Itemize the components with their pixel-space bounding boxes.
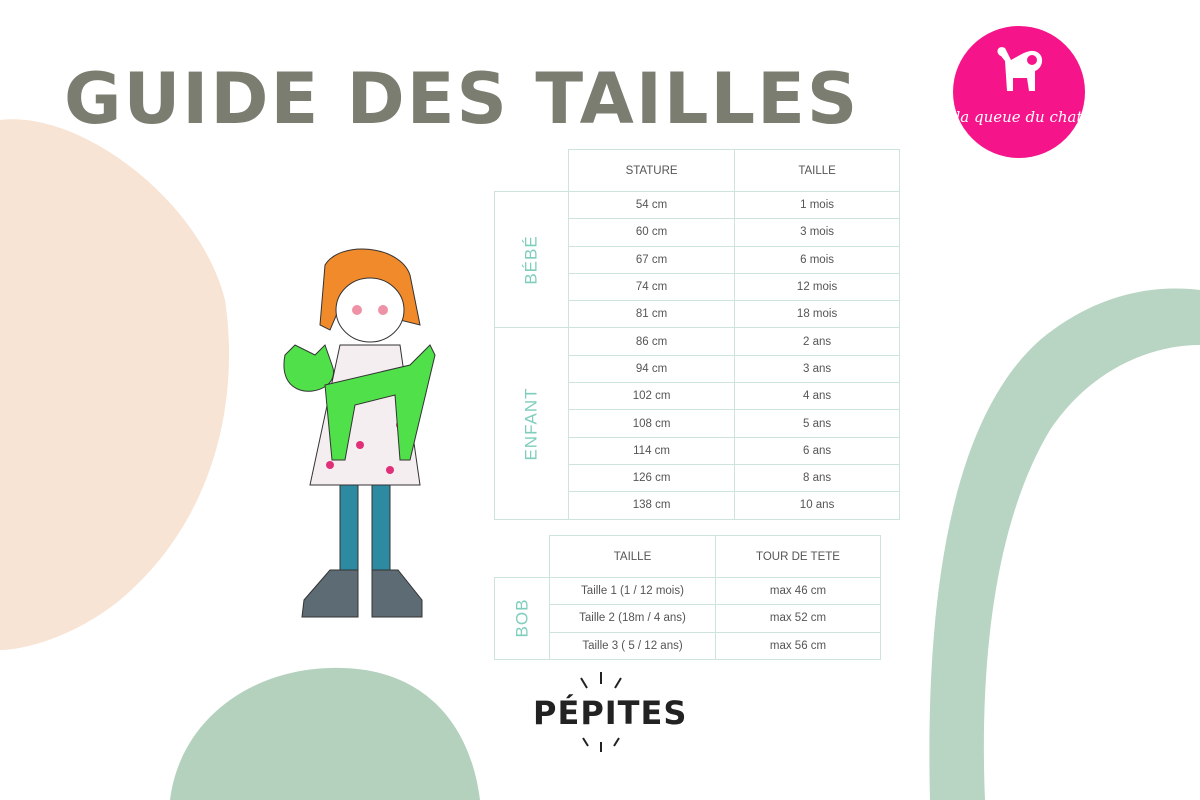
cat-icon — [997, 47, 1043, 91]
table-row: 126 cm 8 ans — [495, 463, 901, 493]
table-cell: 81 cm — [568, 300, 736, 329]
table-row: Taille 2 (18m / 4 ans) max 52 cm — [495, 604, 881, 633]
peach-blob — [0, 119, 230, 651]
table-cell: 86 cm — [568, 327, 736, 356]
table-cell: 10 ans — [734, 491, 901, 520]
girl-with-cat-illustration — [283, 248, 436, 618]
hat-size-table: TAILLE TOUR DE TETE BOB Taille 1 (1 / 12 … — [494, 535, 881, 660]
group-label-text: BÉBÉ — [521, 235, 541, 285]
group-label: BOB — [494, 577, 550, 660]
group-label-text: ENFANT — [521, 386, 541, 461]
page-title: GUIDE DES TAILLES — [64, 58, 860, 140]
table-row: BOB Taille 1 (1 / 12 mois) max 46 cm — [494, 576, 881, 660]
table-header-row: STATURE TAILLE — [495, 149, 901, 192]
header-taille: TAILLE — [734, 149, 901, 192]
table-row: 108 cm 5 ans — [495, 409, 901, 438]
table-cell: 12 mois — [734, 272, 901, 302]
table-cell: 126 cm — [568, 463, 736, 493]
table-row: 94 cm 3 ans — [495, 354, 901, 384]
table-cell: Taille 2 (18m / 4 ans) — [549, 604, 716, 633]
table-cell: 3 mois — [734, 218, 901, 247]
table-cell: 6 ans — [734, 436, 901, 465]
table-cell: 94 cm — [568, 354, 736, 384]
table-row: BÉBÉ 54 cm 1 mois — [493, 190, 901, 329]
header-stature: STATURE — [568, 149, 736, 192]
table-cell: 138 cm — [568, 491, 736, 520]
table-row: 67 cm 6 mois — [495, 245, 901, 274]
table-row: 102 cm 4 ans — [495, 382, 901, 411]
table-row: Taille 3 ( 5 / 12 ans) max 56 cm — [495, 631, 881, 660]
table-cell: 60 cm — [568, 218, 736, 247]
table-cell: 114 cm — [568, 436, 736, 465]
header-tour-de-tete: TOUR DE TETE — [715, 535, 881, 578]
table-cell: 5 ans — [734, 409, 901, 438]
pepites-brand: PÉPITES — [533, 672, 688, 752]
brand-logo: la queue du chat — [953, 26, 1085, 158]
table-cell: 6 mois — [734, 245, 901, 274]
table-cell: 67 cm — [568, 245, 736, 274]
table-cell: 2 ans — [734, 327, 901, 356]
table-cell: 74 cm — [568, 272, 736, 302]
table-cell: 54 cm — [568, 190, 736, 220]
table-cell: 8 ans — [734, 463, 901, 493]
table-row: 74 cm 12 mois — [495, 272, 901, 302]
group-label: ENFANT — [493, 327, 570, 520]
table-cell: max 46 cm — [715, 576, 881, 606]
table-row: 114 cm 6 ans — [495, 436, 901, 465]
pepites-text: PÉPITES — [533, 694, 688, 732]
table-cell: 108 cm — [568, 409, 736, 438]
table-cell: max 56 cm — [715, 631, 881, 660]
header-taille: TAILLE — [549, 535, 716, 578]
sparkle-rays-icon — [580, 672, 622, 752]
size-table: STATURE TAILLE BÉBÉ 54 cm 1 mois 60 cm 3 moi… — [493, 149, 901, 520]
table-row: ENFANT 86 cm 2 ans — [493, 327, 901, 520]
table-cell: 3 ans — [734, 354, 901, 384]
table-header-row: TAILLE TOUR DE TETE — [495, 535, 881, 578]
group-label-text: BOB — [512, 598, 531, 638]
group-label: BÉBÉ — [493, 190, 570, 329]
table-cell: Taille 3 ( 5 / 12 ans) — [549, 631, 716, 660]
table-cell: Taille 1 (1 / 12 mois) — [549, 576, 716, 606]
logo-text: la queue du chat — [955, 108, 1083, 126]
sage-blob — [170, 667, 480, 800]
table-row: 138 cm 10 ans — [495, 491, 901, 520]
table-row: 81 cm 18 mois — [495, 300, 901, 329]
table-cell: 1 mois — [734, 190, 901, 220]
table-cell: 4 ans — [734, 382, 901, 411]
sage-arc — [929, 288, 1200, 800]
table-cell: 102 cm — [568, 382, 736, 411]
table-cell: 18 mois — [734, 300, 901, 329]
table-cell: max 52 cm — [715, 604, 881, 633]
